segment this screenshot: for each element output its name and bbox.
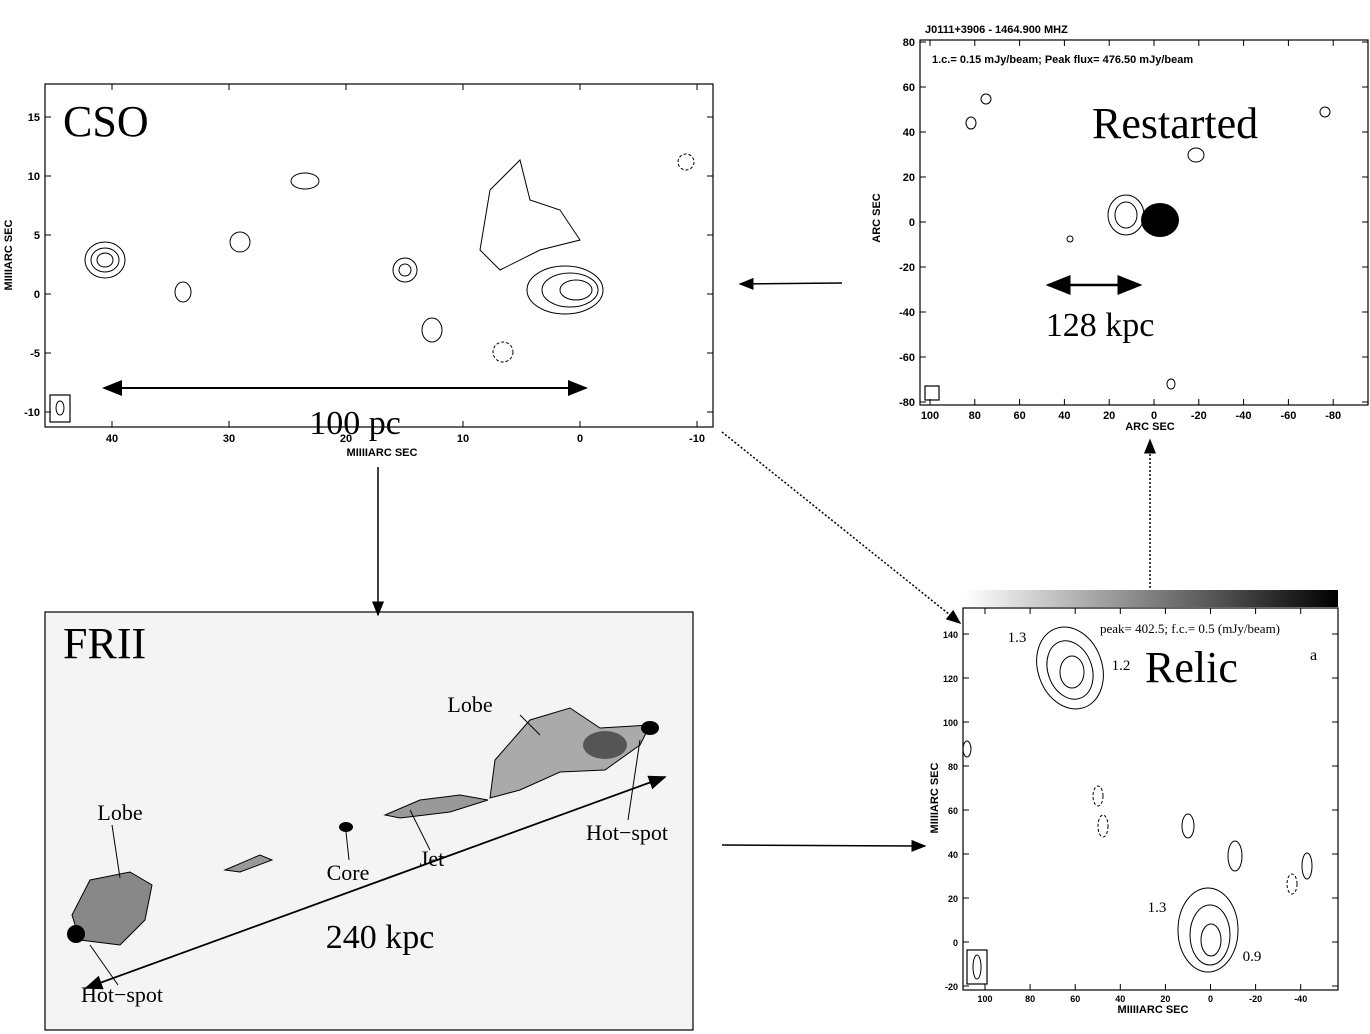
x-tick-label: 80 [1025, 994, 1035, 1004]
y-tick-label: 5 [34, 230, 40, 242]
y-axis-title: MIIIIARC SEC [3, 220, 15, 291]
y-tick-label: 80 [948, 762, 958, 772]
y-axis-title: ARC SEC [871, 193, 883, 243]
panel-label: Restarted [1092, 99, 1258, 148]
y-tick-label: 100 [943, 718, 958, 728]
diagram: CSO 100 pc MIIIIARC SEC MIIIIARC SEC J01… [0, 0, 1370, 1034]
y-tick-label: -10 [24, 407, 40, 419]
annotation: 1.3 [1008, 630, 1027, 646]
y-tick-label: 10 [28, 171, 40, 183]
panel-label: Relic [1145, 643, 1238, 692]
annotation: 0.9 [1243, 949, 1262, 965]
y-tick-label: 40 [903, 127, 915, 139]
x-tick-label: -80 [1325, 410, 1341, 422]
y-tick-label: 0 [909, 217, 915, 229]
x-tick-label: 30 [223, 433, 235, 445]
y-tick-label: 0 [34, 289, 40, 301]
x-tick-label: 80 [969, 410, 981, 422]
y-tick-label: -60 [899, 352, 915, 364]
x-tick-label: -20 [1249, 994, 1262, 1004]
y-axis-title: MIIIIARC SEC [929, 763, 941, 834]
y-tick-label: 60 [948, 806, 958, 816]
y-tick-label: -40 [899, 307, 915, 319]
x-tick-label: 20 [340, 433, 352, 445]
y-tick-label: 20 [948, 894, 958, 904]
y-tick-label: 80 [903, 37, 915, 49]
x-tick-label: 100 [921, 410, 939, 422]
y-tick-label: -20 [945, 982, 958, 992]
y-tick-label: -80 [899, 397, 915, 409]
y-tick-label: 140 [943, 630, 958, 640]
x-tick-label: 20 [1160, 994, 1170, 1004]
y-tick-label: 20 [903, 172, 915, 184]
x-tick-label: -40 [1236, 410, 1252, 422]
x-tick-label: -60 [1280, 410, 1296, 422]
x-tick-label: 40 [1058, 410, 1070, 422]
y-tick-label: 120 [943, 674, 958, 684]
y-tick-label: 15 [28, 112, 40, 124]
x-tick-label: 40 [106, 433, 118, 445]
x-axis-title: ARC SEC [1125, 421, 1175, 433]
x-tick-label: -10 [689, 433, 705, 445]
annotation: 1.2 [1112, 658, 1131, 674]
scale-label: 100 pc [309, 405, 401, 442]
relic-panel: peak= 402.5; f.c.= 0.5 (mJy/beam) a Reli… [929, 590, 1338, 1016]
corner-label: a [1310, 647, 1317, 664]
x-tick-label: 100 [977, 994, 992, 1004]
note: peak= 402.5; f.c.= 0.5 (mJy/beam) [1100, 621, 1280, 636]
restarted-panel: J0111+3906 - 1464.900 MHZ 1.c.= 0.15 mJy… [871, 24, 1368, 433]
y-tick-label: 40 [948, 850, 958, 860]
x-axis-title: MIIIIARC SEC [1118, 1004, 1189, 1016]
y-tick-label: -20 [899, 262, 915, 274]
cso-panel: CSO 100 pc MIIIIARC SEC MIIIIARC SEC [3, 84, 713, 459]
scale-label: 128 kpc [1046, 307, 1155, 344]
x-tick-label: 40 [1115, 994, 1125, 1004]
x-tick-label: -40 [1294, 994, 1307, 1004]
x-tick-label: 0 [577, 433, 583, 445]
annotation: Hot−spot [81, 982, 163, 1007]
scale-label: 240 kpc [326, 919, 435, 956]
header: J0111+3906 - 1464.900 MHZ [925, 24, 1068, 36]
annotation: 1.3 [1148, 900, 1167, 916]
x-tick-label: 0 [1208, 994, 1213, 1004]
annotation: Lobe [447, 692, 492, 717]
annotation: Jet [420, 846, 444, 871]
x-tick-label: 10 [457, 433, 469, 445]
annotation: Lobe [97, 800, 142, 825]
note: 1.c.= 0.15 mJy/beam; Peak flux= 476.50 m… [932, 54, 1193, 66]
x-tick-label: 20 [1103, 410, 1115, 422]
x-tick-label: 60 [1013, 410, 1025, 422]
annotation: Core [327, 860, 370, 885]
x-tick-label: -20 [1191, 410, 1207, 422]
y-tick-label: -5 [30, 348, 40, 360]
annotation: Hot−spot [586, 820, 668, 845]
contours [963, 618, 1312, 984]
panel-label: FRII [63, 619, 146, 668]
x-axis-title: MIIIIARC SEC [347, 447, 418, 459]
x-tick-label: 0 [1151, 410, 1157, 422]
x-tick-label: 60 [1070, 994, 1080, 1004]
y-tick-label: 0 [953, 938, 958, 948]
contours [50, 154, 694, 422]
panel-label: CSO [63, 97, 149, 146]
y-tick-label: 60 [903, 82, 915, 94]
